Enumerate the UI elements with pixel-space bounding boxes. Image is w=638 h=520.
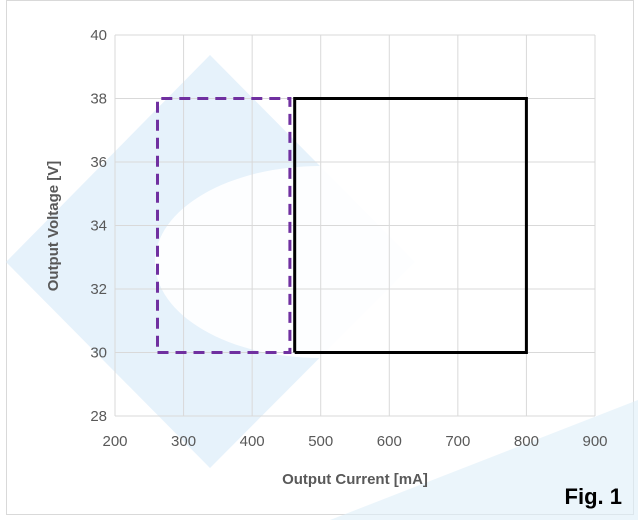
watermark-ellipse (155, 166, 485, 358)
y-tick-label-32: 32 (90, 281, 107, 298)
x-tick-label-700: 700 (445, 433, 470, 450)
figure-label: Fig. 1 (565, 484, 622, 509)
series-line-1 (156, 97, 292, 354)
tick-labels: 200 300 400 500 600 700 800 900 28 30 32 34 36 38 40 (90, 27, 607, 450)
watermark-swoosh (330, 400, 638, 520)
diamond-watermark-icon (6, 55, 638, 520)
y-axis-title: Output Voltage [V] (45, 161, 62, 292)
y-tick-label-36: 36 (90, 154, 107, 171)
x-tick-label-900: 900 (582, 433, 607, 450)
y-tick-label-40: 40 (90, 27, 107, 44)
series-group (156, 97, 528, 354)
x-tick-label-600: 600 (377, 433, 402, 450)
y-tick-label-38: 38 (90, 91, 107, 108)
x-tick-label-800: 800 (514, 433, 539, 450)
y-tick-label-28: 28 (90, 408, 107, 425)
x-tick-label-300: 300 (171, 433, 196, 450)
y-tick-label-30: 30 (90, 345, 107, 362)
series-line-2 (293, 97, 528, 354)
x-tick-label-500: 500 (308, 433, 333, 450)
x-axis-title: Output Current [mA] (282, 471, 428, 488)
x-tick-label-200: 200 (102, 433, 127, 450)
x-tick-label-400: 400 (240, 433, 265, 450)
y-tick-label-34: 34 (90, 218, 107, 235)
